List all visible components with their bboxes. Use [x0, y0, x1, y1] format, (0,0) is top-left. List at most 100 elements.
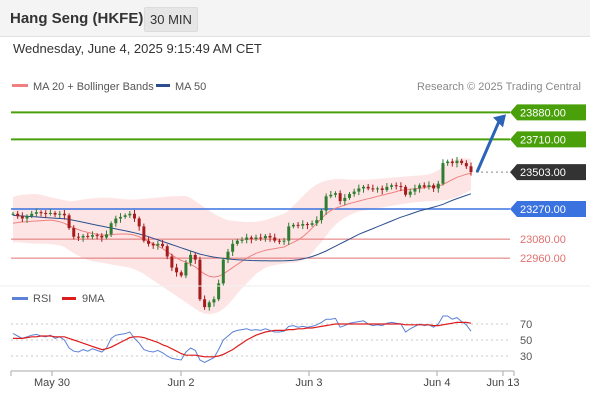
level-label-1: 23710.00 [520, 134, 566, 146]
legend-rsi-label: RSI [33, 293, 51, 305]
candle-body [189, 254, 193, 263]
candle-body [305, 224, 309, 226]
candle-body [95, 235, 99, 237]
candle-body [441, 163, 445, 184]
candle-body [268, 235, 272, 238]
candle-body [408, 191, 412, 195]
level-tag-target-1: 23710.00 [510, 131, 586, 148]
candle-body [161, 243, 165, 247]
candle-body [123, 215, 127, 217]
candle-body [315, 220, 319, 224]
candle-body [151, 243, 155, 246]
level-tag-bg-3 [510, 201, 586, 217]
datetime-label: Wednesday, June 4, 2025 9:15:49 AM CET [13, 41, 262, 56]
candle-body [418, 185, 422, 189]
candle-body [198, 259, 202, 300]
candle-body [422, 185, 426, 187]
projection-arrow-shaft [475, 120, 501, 173]
candle-body [137, 218, 141, 227]
candle-body [217, 283, 221, 300]
candle-body [39, 212, 43, 214]
candle-body [362, 186, 366, 189]
candle-body [301, 224, 305, 226]
x-tick-label: Jun 13 [486, 377, 519, 389]
candle-body [147, 240, 151, 244]
legend-rsi-swatch [12, 297, 28, 300]
candle-body [263, 235, 267, 239]
legend-ma50-label: MA 50 [175, 81, 206, 93]
legend-rsima-swatch [62, 297, 76, 300]
ma20-line [12, 172, 472, 278]
ma50-line [12, 193, 472, 262]
candle-body [221, 259, 225, 284]
candle-body [333, 193, 337, 195]
candle-body [380, 188, 384, 190]
level-label-4: 23080.00 [520, 234, 566, 246]
rsi-tick-label: 30 [520, 351, 532, 363]
candle-body [296, 224, 300, 226]
legend-ma50-swatch [156, 84, 170, 87]
candle-body [259, 237, 263, 239]
legend-ma20-label: MA 20 + Bollinger Bands [33, 81, 154, 93]
candle-body [371, 188, 375, 190]
x-tick-label: Jun 4 [424, 377, 451, 389]
candle-body [231, 243, 235, 252]
candle-body [343, 197, 347, 202]
candle-body [34, 212, 38, 214]
candle-body [109, 223, 113, 235]
x-tick-label: Jun 2 [168, 377, 195, 389]
level-tag-bg-2 [510, 164, 586, 181]
level-tag-current-2: 23503.00 [510, 164, 586, 181]
candle-body [366, 186, 370, 189]
chart-header: Hang Seng (HKFE) 30 MIN [0, 0, 590, 37]
candle-body [385, 186, 389, 190]
candle-body [390, 185, 394, 187]
bollinger-band [13, 158, 471, 315]
candle-body [76, 236, 80, 238]
candle-body [207, 302, 211, 308]
candle-body [319, 210, 323, 221]
candle-body [104, 234, 108, 238]
candle-body [53, 212, 57, 215]
timeframe-badge[interactable]: 30 MIN [144, 7, 198, 32]
level-label-3: 23270.00 [520, 204, 566, 216]
candle-body [240, 239, 244, 241]
candle-body [142, 226, 146, 241]
level-tag-target-0: 23880.00 [510, 104, 586, 121]
candle-body [184, 262, 188, 276]
rsi-ma-line [13, 321, 472, 358]
candle-body [254, 237, 258, 240]
rsi-line [12, 315, 472, 363]
candle-body [165, 246, 169, 257]
candle-body [352, 191, 356, 194]
candle-body [128, 213, 132, 216]
legend-ma20-swatch [12, 84, 28, 87]
candle-body [310, 223, 314, 225]
candle-body [156, 243, 160, 246]
rsi-tick-label: 50 [520, 335, 532, 347]
candle-body [212, 299, 216, 303]
candle-body [118, 216, 122, 219]
candle-body [44, 212, 48, 214]
candle-body [90, 235, 94, 237]
candle-body [16, 213, 20, 217]
candle-body [464, 163, 468, 167]
level-tag-pivot-3: 23270.00 [510, 201, 586, 217]
instrument-title: Hang Seng (HKFE) [10, 10, 144, 27]
candle-body [282, 240, 286, 242]
candle-body [273, 237, 277, 241]
candle-body [86, 235, 90, 237]
candle-body [235, 240, 239, 244]
candle-body [277, 240, 281, 242]
candle-body [432, 185, 436, 189]
level-tag-bg-0 [510, 104, 586, 121]
candle-body [114, 218, 118, 224]
candle-body [427, 185, 431, 187]
candle-body [469, 166, 473, 173]
candle-body [245, 237, 249, 240]
candle-body [25, 216, 29, 219]
credit-label: Research © 2025 Trading Central [417, 81, 581, 93]
candle-body [394, 185, 398, 187]
level-label-2: 23503.00 [520, 167, 566, 179]
